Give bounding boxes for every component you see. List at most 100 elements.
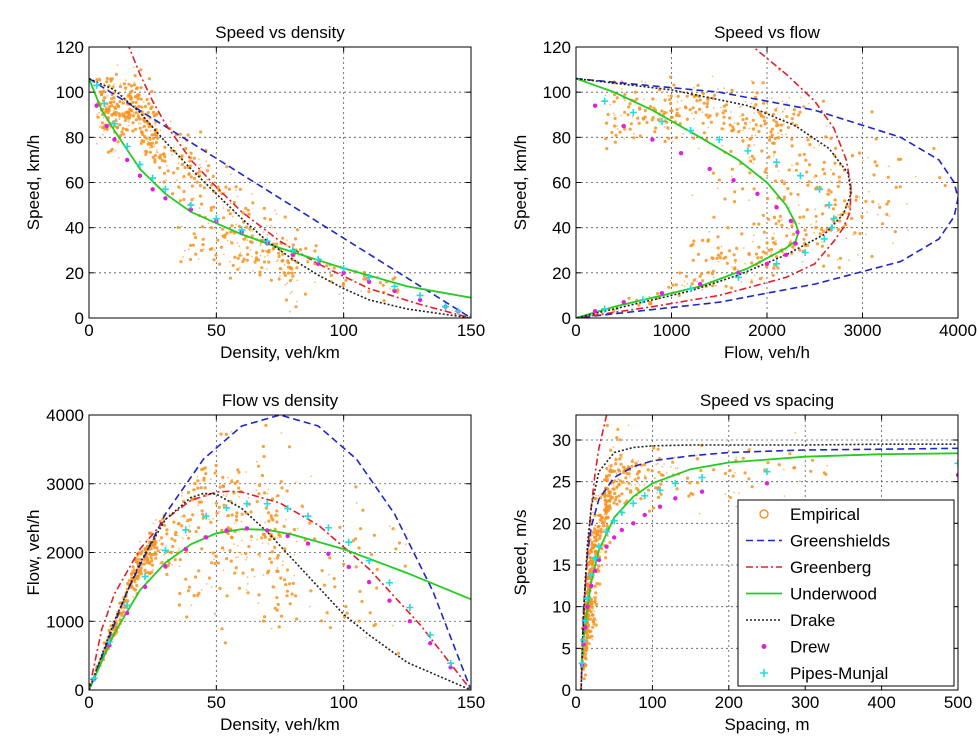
empirical-point bbox=[731, 125, 735, 129]
point-pipes-munjal bbox=[603, 528, 611, 536]
empirical-point bbox=[632, 132, 635, 135]
empirical-point bbox=[172, 171, 176, 175]
y-tick-label: 5 bbox=[562, 639, 571, 658]
empirical-point bbox=[199, 500, 203, 504]
empirical-point bbox=[695, 454, 698, 457]
empirical-point bbox=[601, 524, 606, 528]
point-pipes-munjal bbox=[223, 504, 231, 512]
chart-title: Speed vs spacing bbox=[700, 391, 834, 410]
empirical-point bbox=[774, 255, 779, 259]
empirical-point bbox=[777, 132, 780, 134]
empirical-point bbox=[156, 130, 159, 133]
empirical-point bbox=[669, 94, 673, 98]
empirical-point bbox=[831, 207, 836, 211]
empirical-point bbox=[298, 248, 303, 252]
point-pipes-munjal bbox=[773, 158, 781, 166]
empirical-point bbox=[117, 104, 121, 108]
empirical-point bbox=[269, 560, 274, 565]
empirical-point bbox=[665, 120, 669, 124]
empirical-point bbox=[634, 483, 637, 486]
empirical-point bbox=[197, 569, 201, 573]
empirical-point bbox=[288, 279, 292, 283]
empirical-point bbox=[741, 113, 745, 117]
empirical-point bbox=[200, 509, 204, 513]
empirical-point bbox=[264, 506, 268, 510]
empirical-point bbox=[186, 589, 191, 593]
empirical-point bbox=[826, 253, 831, 258]
y-axis-label: Speed, m/s bbox=[511, 510, 530, 596]
empirical-point bbox=[713, 93, 717, 97]
empirical-point bbox=[205, 583, 208, 585]
point-drew bbox=[612, 535, 617, 540]
empirical-point bbox=[845, 237, 848, 240]
empirical-point bbox=[125, 128, 129, 132]
empirical-point bbox=[593, 531, 597, 535]
empirical-point bbox=[671, 140, 674, 143]
empirical-point bbox=[165, 164, 168, 167]
empirical-point bbox=[277, 251, 281, 255]
empirical-point bbox=[810, 223, 812, 226]
empirical-point bbox=[626, 113, 630, 117]
point-pipes-munjal bbox=[304, 512, 312, 520]
empirical-point bbox=[181, 494, 183, 497]
empirical-point bbox=[644, 81, 647, 84]
y-tick-label: 40 bbox=[65, 219, 84, 238]
empirical-point bbox=[605, 147, 609, 151]
empirical-point bbox=[630, 484, 633, 486]
empirical-point bbox=[344, 604, 348, 609]
point-pipes-munjal bbox=[763, 468, 771, 476]
empirical-point bbox=[174, 530, 178, 534]
empirical-point bbox=[814, 174, 818, 178]
empirical-point bbox=[736, 122, 740, 126]
empirical-point bbox=[281, 564, 284, 567]
y-tick-label: 2000 bbox=[46, 544, 84, 563]
empirical-point bbox=[277, 532, 281, 537]
empirical-point bbox=[133, 580, 137, 584]
series-pipes-munjal bbox=[90, 500, 471, 690]
empirical-point bbox=[134, 557, 138, 561]
empirical-point bbox=[112, 100, 116, 104]
empirical-point bbox=[629, 122, 634, 126]
empirical-point bbox=[742, 247, 745, 249]
empirical-point bbox=[285, 568, 290, 572]
x-tick-label: 50 bbox=[207, 321, 226, 340]
empirical-point bbox=[874, 137, 878, 141]
empirical-point bbox=[742, 126, 747, 130]
empirical-point bbox=[737, 130, 741, 134]
y-tick-label: 25 bbox=[552, 473, 571, 492]
empirical-point bbox=[134, 118, 138, 122]
empirical-point bbox=[233, 481, 237, 485]
x-axis-label: Density, veh/km bbox=[220, 343, 340, 362]
point-pipes-munjal bbox=[629, 499, 637, 507]
empirical-point bbox=[213, 181, 216, 184]
empirical-point bbox=[163, 159, 167, 163]
empirical-point bbox=[275, 509, 279, 513]
empirical-point bbox=[158, 539, 161, 542]
empirical-point bbox=[761, 250, 765, 254]
empirical-point bbox=[590, 605, 594, 610]
empirical-point bbox=[614, 495, 619, 499]
empirical-point bbox=[268, 217, 273, 222]
empirical-point bbox=[715, 256, 719, 260]
empirical-point bbox=[798, 180, 801, 183]
empirical-point bbox=[596, 533, 600, 537]
empirical-point bbox=[286, 261, 291, 265]
empirical-point bbox=[279, 480, 283, 484]
empirical-point bbox=[201, 516, 205, 520]
empirical-point bbox=[135, 584, 139, 588]
empirical-point bbox=[178, 132, 182, 136]
empirical-point bbox=[773, 179, 778, 183]
empirical-point bbox=[894, 185, 898, 189]
empirical-point bbox=[635, 466, 638, 469]
line-drake bbox=[89, 77, 471, 318]
empirical-point bbox=[220, 627, 224, 631]
point-drew bbox=[392, 288, 397, 294]
empirical-point bbox=[691, 258, 695, 262]
empirical-point bbox=[222, 569, 225, 572]
empirical-point bbox=[813, 231, 815, 234]
empirical-point bbox=[659, 117, 662, 119]
empirical-point bbox=[276, 494, 280, 498]
point-pipes-munjal bbox=[601, 305, 609, 313]
empirical-point bbox=[802, 215, 806, 219]
